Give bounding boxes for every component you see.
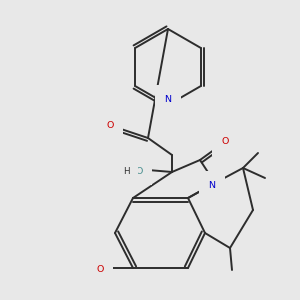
Text: H: H — [123, 167, 129, 176]
Text: O: O — [106, 122, 114, 130]
Text: N: N — [164, 94, 172, 103]
Text: O: O — [221, 137, 229, 146]
Text: N: N — [208, 181, 215, 190]
Text: O: O — [135, 167, 143, 176]
Text: O: O — [96, 266, 104, 274]
